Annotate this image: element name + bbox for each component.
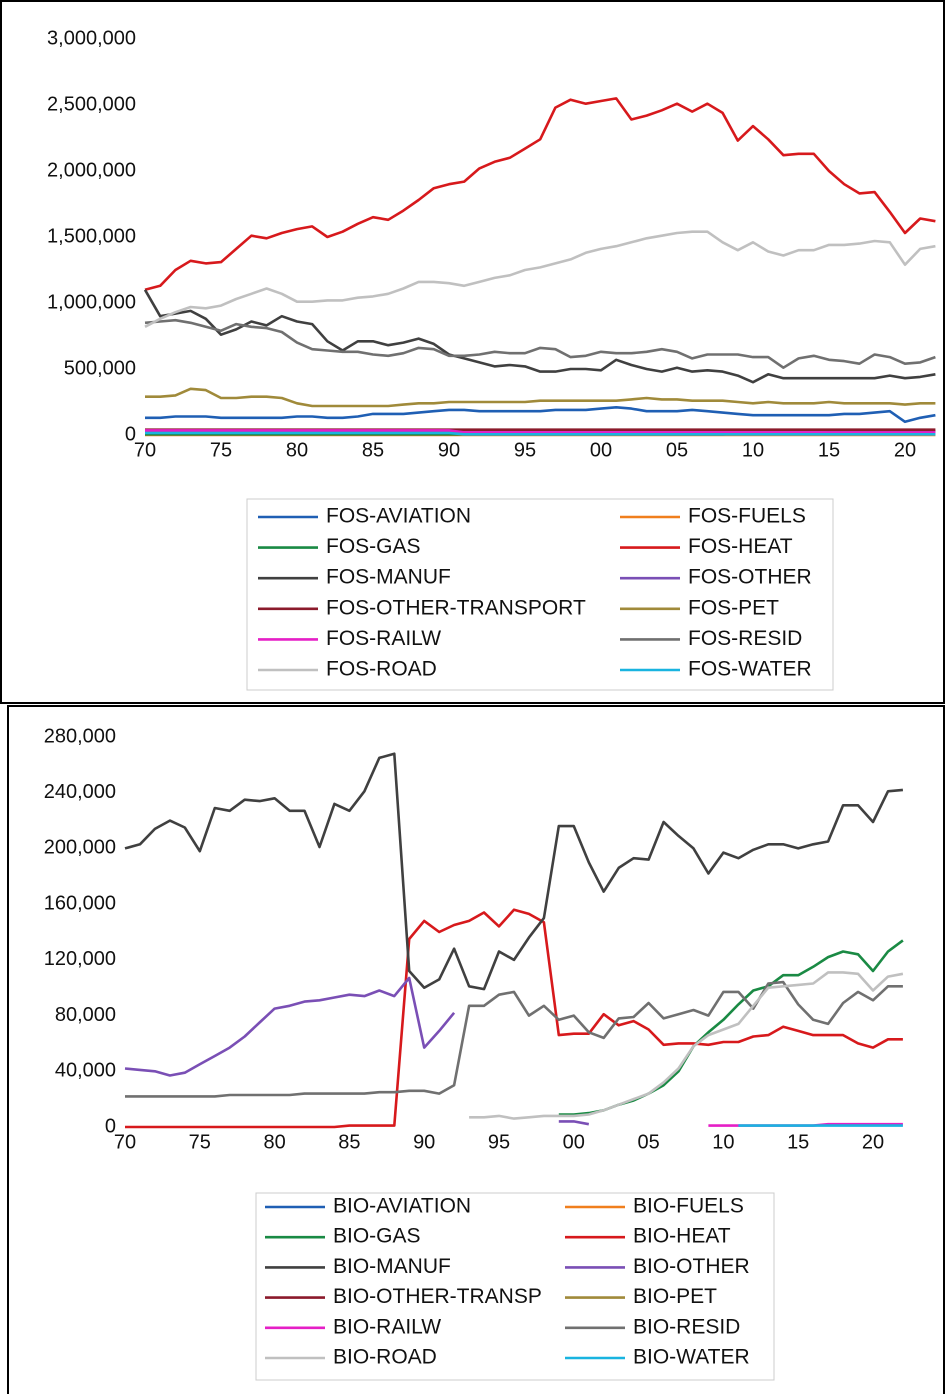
legend-label: BIO-FUELS (633, 1195, 744, 1218)
x-tick-label: 10 (712, 1131, 734, 1153)
x-tick-label: 15 (818, 439, 840, 461)
y-tick-label: 240,000 (44, 781, 116, 803)
legend-label: FOS-FUELS (688, 505, 806, 528)
legend-label: FOS-RESID (688, 627, 802, 650)
y-tick-label: 200,000 (44, 837, 116, 859)
legend-label: FOS-RAILW (326, 627, 441, 650)
y-tick-label: 2,500,000 (47, 93, 136, 115)
series-line (144, 318, 936, 369)
legend-label: FOS-OTHER (688, 566, 812, 589)
x-tick-label: 00 (590, 439, 612, 461)
legend-label: BIO-PET (633, 1285, 717, 1308)
series-line (125, 980, 903, 1098)
y-tick-label: 120,000 (44, 948, 116, 970)
x-tick-label: 95 (514, 439, 536, 461)
y-tick-label: 0 (125, 423, 136, 445)
legend-label: FOS-OTHER-TRANSPORT (326, 596, 586, 619)
series-line (144, 230, 936, 328)
legend-label: FOS-PET (688, 596, 779, 619)
legend-label: BIO-OTHER (633, 1255, 750, 1278)
y-tick-label: 3,000,000 (47, 27, 136, 49)
series-line (145, 387, 936, 408)
series-line (469, 971, 904, 1120)
legend-label: BIO-HEAT (633, 1225, 731, 1248)
x-tick-label: 75 (189, 1131, 211, 1153)
x-tick-label: 70 (134, 439, 156, 461)
x-tick-label: 90 (413, 1131, 435, 1153)
y-tick-label: 80,000 (55, 1004, 116, 1026)
panel (7, 705, 945, 1394)
y-tick-label: 1,000,000 (47, 291, 136, 313)
x-tick-label: 85 (362, 439, 384, 461)
legend-label: FOS-AVIATION (326, 505, 471, 528)
x-tick-label: 15 (787, 1131, 809, 1153)
series-line (145, 431, 936, 436)
x-tick-label: 70 (114, 1131, 136, 1153)
legend-label: FOS-ROAD (326, 658, 437, 681)
x-tick-label: 05 (637, 1131, 659, 1153)
legend-label: BIO-OTHER-TRANSP (333, 1285, 542, 1308)
legend-box (246, 498, 834, 691)
legend-box (255, 1192, 775, 1381)
legend-label: FOS-WATER (688, 658, 812, 681)
panel (0, 0, 945, 704)
legend-label: FOS-MANUF (326, 566, 451, 589)
legend-label: BIO-MANUF (333, 1255, 451, 1278)
y-tick-label: 40,000 (55, 1060, 116, 1082)
y-tick-label: 160,000 (44, 892, 116, 914)
series-line (145, 429, 936, 434)
legend-label: BIO-GAS (333, 1225, 421, 1248)
series-line (145, 406, 936, 424)
x-tick-label: 10 (742, 439, 764, 461)
x-tick-label: 90 (438, 439, 460, 461)
y-tick-label: 2,000,000 (47, 159, 136, 181)
y-tick-label: 500,000 (64, 357, 136, 379)
x-tick-label: 75 (210, 439, 232, 461)
y-tick-label: 1,500,000 (47, 225, 136, 247)
x-tick-label: 20 (894, 439, 916, 461)
legend-label: BIO-RESID (633, 1315, 740, 1338)
legend-label: FOS-HEAT (688, 535, 793, 558)
y-tick-label: 0 (105, 1115, 116, 1137)
x-tick-label: 80 (263, 1131, 285, 1153)
series-line (144, 97, 936, 292)
legend-label: FOS-GAS (326, 535, 421, 558)
x-tick-label: 80 (286, 439, 308, 461)
x-tick-label: 00 (563, 1131, 585, 1153)
legend-label: BIO-AVIATION (333, 1195, 471, 1218)
legend-label: BIO-ROAD (333, 1346, 437, 1369)
x-tick-label: 85 (338, 1131, 360, 1153)
series-line (124, 752, 904, 991)
y-tick-label: 280,000 (44, 725, 116, 747)
series-line (125, 908, 903, 1129)
x-tick-label: 95 (488, 1131, 510, 1153)
series-line (124, 976, 590, 1126)
x-tick-label: 05 (666, 439, 688, 461)
x-tick-label: 20 (862, 1131, 884, 1153)
legend-label: BIO-WATER (633, 1346, 750, 1369)
series-line (143, 289, 936, 384)
legend-label: BIO-RAILW (333, 1315, 441, 1338)
